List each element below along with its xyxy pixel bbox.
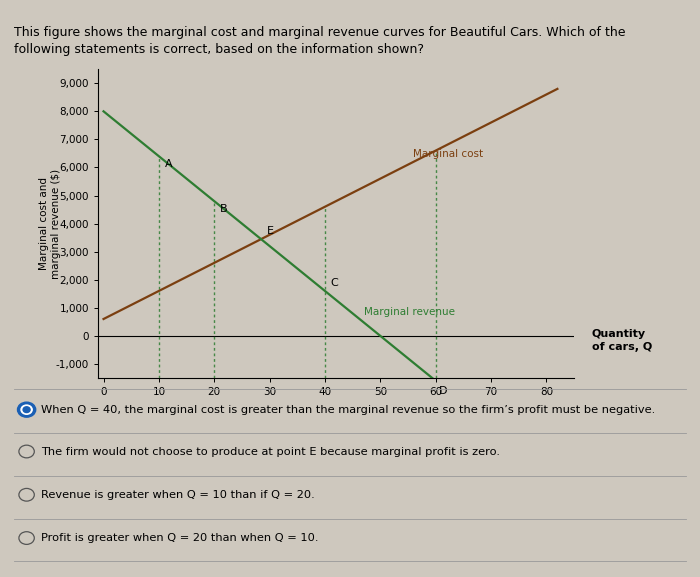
- Text: Quantity
of cars, Q: Quantity of cars, Q: [592, 329, 652, 352]
- Text: B: B: [220, 204, 228, 214]
- Text: C: C: [330, 278, 338, 288]
- Text: D: D: [438, 386, 447, 396]
- Text: Marginal revenue: Marginal revenue: [364, 307, 455, 317]
- Text: Revenue is greater when Q = 10 than if Q = 20.: Revenue is greater when Q = 10 than if Q…: [41, 490, 314, 500]
- Text: Marginal cost: Marginal cost: [414, 149, 484, 159]
- Text: E: E: [267, 226, 274, 237]
- Text: A: A: [164, 159, 172, 169]
- Y-axis label: Marginal cost and
marginal revenue ($): Marginal cost and marginal revenue ($): [39, 168, 61, 279]
- Text: When Q = 40, the marginal cost is greater than the marginal revenue so the firm’: When Q = 40, the marginal cost is greate…: [41, 404, 655, 415]
- Text: The firm would not choose to produce at point E because marginal profit is zero.: The firm would not choose to produce at …: [41, 447, 500, 456]
- Text: Profit is greater when Q = 20 than when Q = 10.: Profit is greater when Q = 20 than when …: [41, 533, 318, 543]
- Text: This figure shows the marginal cost and marginal revenue curves for Beautiful Ca: This figure shows the marginal cost and …: [14, 26, 626, 56]
